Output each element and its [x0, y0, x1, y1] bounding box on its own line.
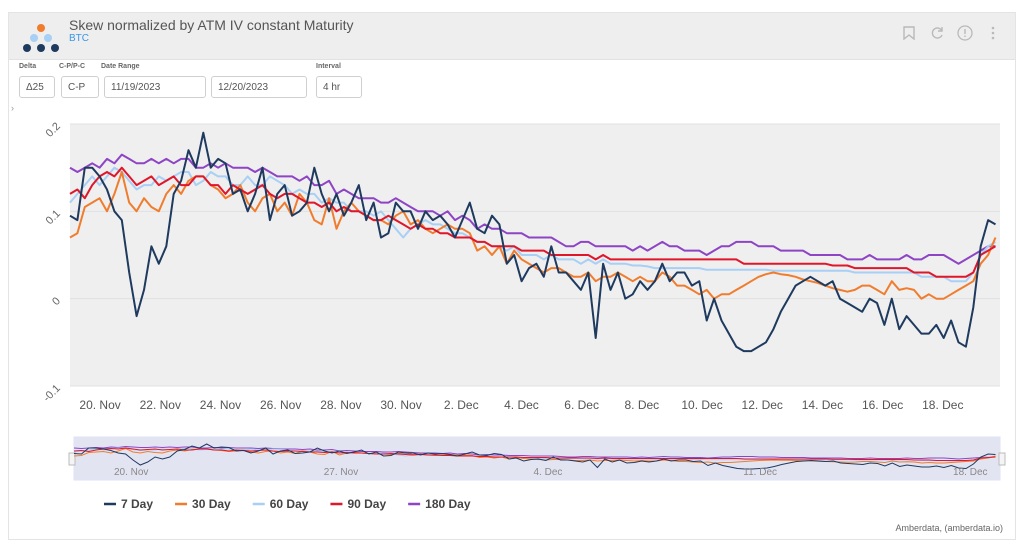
navigator-line-7-day: [73, 443, 996, 470]
x-tick-label: 14. Dec: [802, 398, 843, 412]
x-tick-label: 20. Nov: [79, 398, 120, 412]
legend-label: 60 Day: [270, 497, 309, 511]
legend-label: 30 Day: [192, 497, 231, 511]
y-tick-label: -0.1: [41, 382, 63, 404]
x-tick-label: 10. Dec: [681, 398, 722, 412]
navigator-handle-right: [998, 452, 1006, 466]
x-tick-label: 6. Dec: [564, 398, 599, 412]
legend-item-30-day[interactable]: 30 Day: [175, 497, 231, 511]
x-tick-label: 24. Nov: [200, 398, 241, 412]
header-actions: [901, 25, 1001, 41]
legend-item-180-day[interactable]: 180 Day: [408, 497, 471, 511]
navigator-label: 11. Dec: [743, 467, 777, 478]
navigator-line-90-day: [73, 447, 996, 461]
navigator-label: 18. Dec: [953, 467, 987, 478]
navigator-handle-left: [68, 452, 76, 466]
delta-select[interactable]: Δ25: [19, 76, 55, 98]
y-tick-label: 0.2: [44, 120, 63, 139]
amberdata-logo: [23, 24, 59, 52]
y-tick-label: 0.1: [44, 208, 63, 227]
x-tick-label: 28. Nov: [320, 398, 361, 412]
series-line-180-day: [69, 153, 996, 265]
asset-subtitle[interactable]: BTC: [69, 33, 89, 44]
navigator-label: 4. Dec: [534, 467, 563, 478]
attribution: Amberdata, (amberdata.io): [895, 523, 1003, 533]
series-line-90-day: [69, 166, 997, 278]
interval-label: Interval: [316, 63, 341, 70]
chart-title: Skew normalized by ATM IV constant Matur…: [69, 17, 354, 33]
legend-label: 180 Day: [425, 497, 471, 511]
expand-chevron-icon[interactable]: ›: [11, 103, 14, 113]
x-tick-label: 2. Dec: [444, 398, 479, 412]
legend-item-90-day[interactable]: 90 Day: [330, 497, 386, 511]
card-header: Skew normalized by ATM IV constant Matur…: [9, 13, 1015, 60]
date-end-input[interactable]: 12/20/2023: [211, 76, 307, 98]
bookmark-icon[interactable]: [901, 25, 917, 41]
x-tick-label: 4. Dec: [504, 398, 539, 412]
more-icon[interactable]: [985, 25, 1001, 41]
date-start-input[interactable]: 11/19/2023: [104, 76, 206, 98]
interval-select[interactable]: 4 hr: [316, 76, 362, 98]
y-tick-label: 0: [50, 295, 63, 308]
cp-label: C-P/P-C: [59, 63, 86, 70]
x-tick-label: 30. Nov: [380, 398, 421, 412]
x-tick-label: 12. Dec: [742, 398, 783, 412]
legend-item-60-day[interactable]: 60 Day: [252, 497, 309, 511]
x-tick-label: 26. Nov: [260, 398, 301, 412]
navigator-label: 27. Nov: [324, 467, 358, 478]
series-line-60-day: [69, 166, 997, 283]
filter-controls: Delta Δ25 C-P/P-C C-P Date Range 11/19/2…: [9, 59, 1015, 109]
legend-item-7-day[interactable]: 7 Day: [104, 497, 153, 511]
cp-select[interactable]: C-P: [61, 76, 99, 98]
legend-label: 7 Day: [121, 497, 153, 511]
x-tick-label: 22. Nov: [140, 398, 181, 412]
x-tick-label: 16. Dec: [862, 398, 903, 412]
x-tick-label: 18. Dec: [922, 398, 963, 412]
legend-label: 90 Day: [347, 497, 386, 511]
info-icon[interactable]: [957, 25, 973, 41]
series-line-7-day: [69, 131, 997, 353]
delta-label: Delta: [19, 63, 37, 70]
refresh-icon[interactable]: [929, 25, 945, 41]
navigator-label: 20. Nov: [114, 467, 148, 478]
x-tick-label: 8. Dec: [625, 398, 660, 412]
date-range-label: Date Range: [101, 63, 140, 70]
